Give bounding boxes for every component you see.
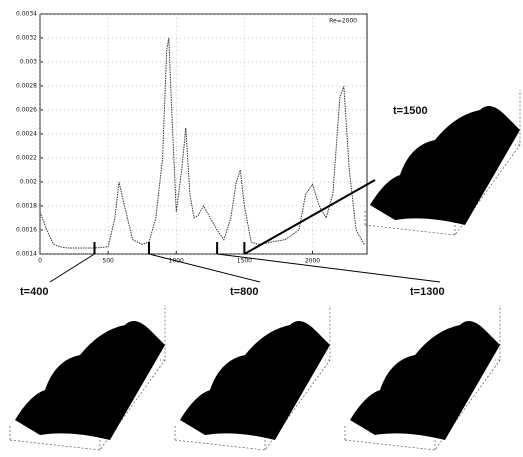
arrow: [217, 254, 440, 282]
y-tick-label: 0.003: [20, 59, 37, 66]
y-tick-label: 0.002: [20, 179, 37, 186]
surface: [370, 106, 520, 225]
x-tick-label: 0: [38, 258, 42, 265]
x-tick-label: 2000: [305, 258, 320, 265]
time-label: t=1500: [393, 105, 428, 117]
figure: 0.0014 0.0016 0.0018 0.002 0.0022 0.0024 0.002…: [0, 0, 523, 457]
surface: [350, 321, 500, 440]
y-tick-label: 0.0026: [16, 107, 37, 114]
surface-inset: [365, 90, 520, 235]
time-label: t=800: [230, 286, 258, 298]
time-label: t=1300: [410, 286, 445, 298]
plot-frame: [40, 14, 367, 254]
legend-label: Re=2000: [329, 18, 357, 25]
y-tick-label: 0.0016: [16, 227, 37, 234]
y-tick-label: 0.0034: [16, 11, 37, 18]
surface-inset: [175, 305, 330, 450]
data-line: [40, 38, 364, 248]
y-tick-label: 0.0024: [16, 131, 37, 138]
surface: [180, 321, 330, 440]
surface-inset: [10, 305, 165, 450]
y-tick-label: 0.0014: [16, 251, 37, 258]
y-tick-label: 0.0018: [16, 203, 37, 210]
y-tick-label: 0.0022: [16, 155, 37, 162]
time-label: t=400: [20, 286, 48, 298]
y-tick-label: 0.0028: [16, 83, 37, 90]
x-tick-label: 500: [102, 258, 114, 265]
arrow: [244, 180, 375, 254]
surface: [15, 321, 165, 440]
surface-inset: [345, 305, 500, 450]
arrow: [50, 254, 95, 282]
y-tick-label: 0.0032: [16, 35, 37, 42]
